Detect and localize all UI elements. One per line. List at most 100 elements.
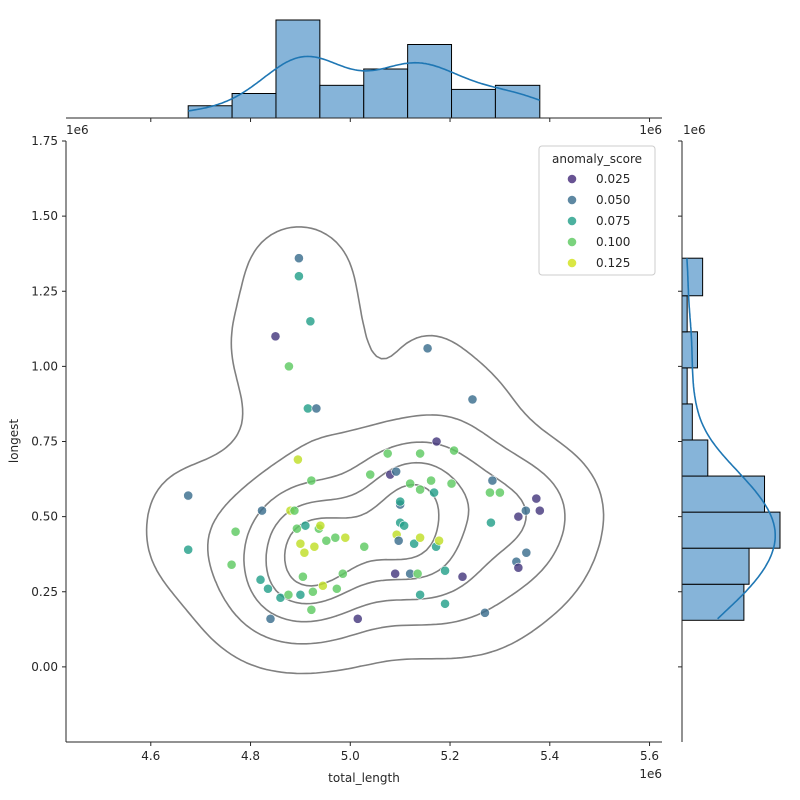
scatter-point xyxy=(300,520,311,531)
scatter-point xyxy=(409,538,420,549)
marginal-y-bar xyxy=(681,547,750,585)
y-axis-title: longest xyxy=(7,419,21,464)
kde-contours xyxy=(145,226,605,675)
scatter-point xyxy=(486,517,496,528)
marginal-y-bar xyxy=(681,475,766,513)
scatter-point xyxy=(487,475,498,486)
x-tick-label: 4.6 xyxy=(141,749,160,763)
x-tick-label: 4.8 xyxy=(241,749,260,763)
marginal-x-bar xyxy=(407,44,453,119)
marginal-y-bar xyxy=(681,511,781,549)
legend-label: 0.125 xyxy=(596,256,630,270)
scatter-point xyxy=(284,361,294,372)
x-offset-label: 1e6 xyxy=(639,767,662,781)
kde-contour-level-4 xyxy=(265,461,470,605)
scatter-point xyxy=(399,520,410,531)
scatter-point xyxy=(302,403,313,414)
scatter-point xyxy=(395,496,406,507)
scatter-point xyxy=(485,487,495,498)
legend-title: anomaly_score xyxy=(552,152,642,166)
scatter-point xyxy=(513,562,524,573)
legend-label: 0.100 xyxy=(596,235,630,249)
scatter-point xyxy=(440,598,450,609)
scatter-point xyxy=(183,490,194,501)
scatter-point xyxy=(415,589,426,600)
marginal-x-bar xyxy=(231,93,277,119)
scatter-point xyxy=(457,571,468,582)
scatter-point xyxy=(292,523,302,534)
scatter-point xyxy=(295,538,306,549)
scatter-point xyxy=(365,469,376,480)
legend-marker xyxy=(567,237,577,247)
x-tick-label: 5.4 xyxy=(540,749,559,763)
legend: anomaly_score 0.025 0.050 0.075 0.100 0.125 xyxy=(538,145,656,276)
axes: 4.6 4.8 5.0 5.2 5.4 5.6 0.00 0.25 0.50 0.75 1.00 1.… xyxy=(31,117,683,763)
marginal-y-bar xyxy=(681,295,688,333)
scatter-point xyxy=(337,568,348,579)
scatter-point xyxy=(257,505,267,516)
marginal-y-bar xyxy=(681,331,698,369)
scatter-point xyxy=(306,475,317,486)
x-tick-label: 5.6 xyxy=(640,749,659,763)
scatter-point xyxy=(265,613,276,624)
scatter-point xyxy=(321,535,332,546)
marginal-x-bar xyxy=(494,84,541,119)
scatter-point xyxy=(295,589,306,600)
legend-label: 0.025 xyxy=(596,172,630,186)
scatter-point xyxy=(270,331,281,342)
scatter-point xyxy=(495,487,505,498)
marginal-x-kde xyxy=(188,55,541,112)
scatter-point xyxy=(382,448,393,459)
scatter-point xyxy=(330,532,341,543)
legend-marker xyxy=(567,174,577,184)
y-tick-label: 0.25 xyxy=(31,585,58,599)
scatter-point xyxy=(415,532,426,543)
scatter-point xyxy=(440,565,450,576)
scatter-point xyxy=(307,586,318,597)
scatter-point xyxy=(531,493,542,504)
scatter-point xyxy=(294,271,304,282)
scatter-point xyxy=(352,613,363,624)
scatter-point xyxy=(480,607,490,618)
marginal-x-bar xyxy=(363,68,409,119)
scatter-point xyxy=(429,487,439,498)
scatter-point xyxy=(317,580,328,591)
y-tick-label: 1.50 xyxy=(31,209,58,223)
scatter-point xyxy=(226,559,237,570)
scatter-point xyxy=(434,535,444,546)
scatter-point xyxy=(534,505,545,516)
scatter-point xyxy=(294,253,304,264)
marginal-x-bar xyxy=(275,19,321,119)
marginal-y-bar xyxy=(681,583,745,621)
y-tick-label: 1.25 xyxy=(31,284,58,298)
scatter-point xyxy=(255,574,266,585)
scatter-point xyxy=(390,568,401,579)
y-offset-label: 1e6 xyxy=(66,123,89,137)
scatter-point xyxy=(415,448,426,459)
y-tick-label: 0.75 xyxy=(31,435,58,449)
y-tick-label: 1.00 xyxy=(31,359,58,373)
y-tick-label: 0.00 xyxy=(31,660,58,674)
marginal-x-bar xyxy=(451,88,496,119)
scatter-point xyxy=(311,403,322,414)
marginal-y-bar xyxy=(681,257,704,297)
scatter-point xyxy=(405,478,416,489)
marginal-y-histogram xyxy=(681,257,781,621)
marginal-y-offset-label: 1e6 xyxy=(683,123,706,137)
scatter-point xyxy=(521,547,532,558)
scatter-point xyxy=(520,505,531,516)
scatter-point xyxy=(298,571,308,582)
marginal-y-bar xyxy=(681,403,693,441)
scatter-point xyxy=(393,535,404,546)
legend-entries: 0.025 0.050 0.075 0.100 0.125 xyxy=(567,172,630,270)
scatter-point xyxy=(309,541,320,552)
scatter-point xyxy=(467,394,478,405)
scatter-point xyxy=(431,436,442,447)
scatter-point xyxy=(306,604,317,615)
legend-label: 0.075 xyxy=(596,214,630,228)
scatter-point xyxy=(391,466,402,477)
marginal-x-bar xyxy=(187,105,233,119)
y-tick-label: 1.75 xyxy=(31,134,58,148)
marginal-x-histogram xyxy=(187,19,541,119)
